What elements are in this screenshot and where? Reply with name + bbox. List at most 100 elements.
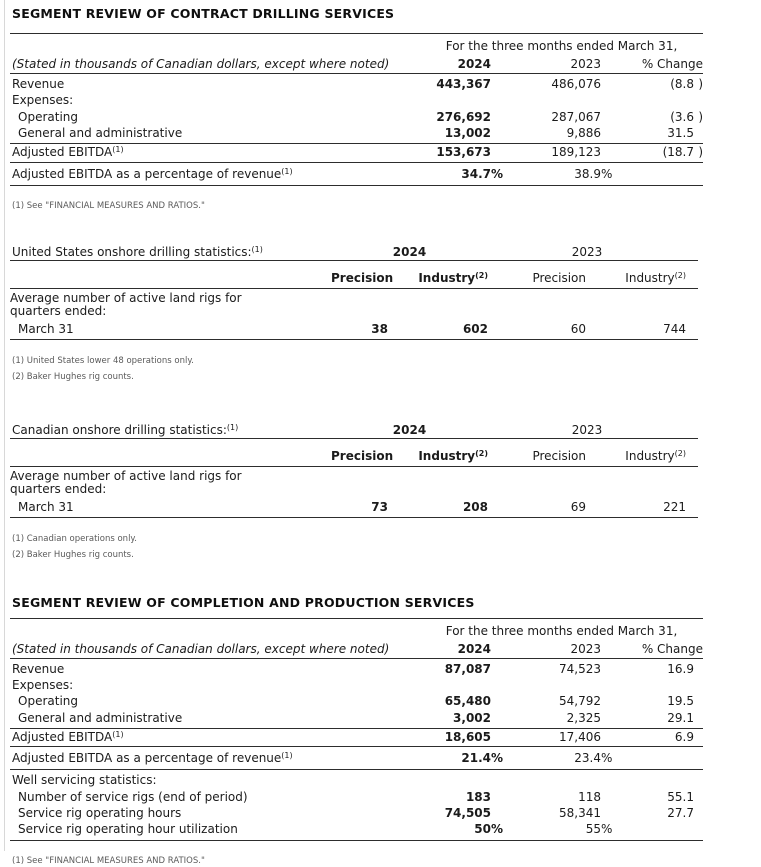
footnote: (1) Canadian operations only. bbox=[12, 533, 137, 544]
period-header-row: For the three months ended March 31, bbox=[10, 34, 703, 54]
col-header-industry-2024: Industry(2) bbox=[418, 448, 488, 463]
value-2023: 58,341 bbox=[559, 805, 601, 820]
period-header: For the three months ended March 31, bbox=[445, 623, 678, 638]
col-header-precision-2023: Precision bbox=[532, 270, 586, 285]
row-label: Revenue bbox=[12, 661, 65, 676]
table-rule bbox=[10, 338, 698, 340]
report-content: SEGMENT REVIEW OF CONTRACT DRILLING SERV… bbox=[10, 6, 754, 867]
col-header-change: % Change bbox=[641, 57, 703, 71]
table-row-hour-utilization: Service rig operating hour utilization 5… bbox=[10, 821, 703, 837]
table-rule bbox=[10, 516, 698, 518]
value-2023: 287,067 bbox=[551, 109, 601, 124]
footnote-marker: (1) bbox=[281, 166, 293, 176]
value-pct-change: (3.6) bbox=[670, 109, 703, 124]
table-row-revenue: Revenue 443,367 486,076 (8.8) bbox=[10, 76, 703, 92]
value-2024: 18,605 bbox=[444, 729, 491, 744]
column-header-row: (Stated in thousands of Canadian dollars… bbox=[10, 639, 703, 658]
value-2024: 87,087 bbox=[444, 661, 491, 676]
col-header-industry-2024: Industry(2) bbox=[418, 270, 488, 285]
footnote-marker: (2) bbox=[475, 448, 488, 458]
value-2023: 118 bbox=[578, 789, 601, 804]
col-header-industry-2023: Industry(2) bbox=[625, 448, 686, 463]
row-label: Adjusted EBITDA(1) bbox=[12, 145, 124, 160]
value-industry-2023: 221 bbox=[663, 499, 686, 514]
page-left-border bbox=[4, 0, 5, 851]
table-rule bbox=[10, 657, 703, 659]
table-rule bbox=[10, 73, 703, 74]
value-pct-change: 6.9 bbox=[674, 729, 694, 744]
footnote-marker: (2) bbox=[475, 270, 488, 280]
stats-row-caption: Average number of active land rigs for q… bbox=[10, 289, 698, 319]
col-header-2024: 2024 bbox=[457, 641, 491, 656]
table-rule bbox=[10, 143, 703, 145]
contract-drilling-section: SEGMENT REVIEW OF CONTRACT DRILLING SERV… bbox=[10, 6, 754, 212]
row-label: Expenses: bbox=[12, 93, 74, 108]
value-2023: 23.4% bbox=[574, 751, 613, 766]
table-rule bbox=[10, 259, 698, 261]
completion-production-section: SEGMENT REVIEW OF COMPLETION AND PRODUCT… bbox=[10, 594, 754, 867]
table-body: Revenue 87,087 74,523 16.9 Expenses: Ope… bbox=[10, 659, 703, 728]
value-2024: 65,480 bbox=[444, 694, 491, 709]
row-label: Operating bbox=[18, 694, 78, 709]
table-rule bbox=[10, 161, 703, 163]
col-header-2023: 2023 bbox=[570, 57, 601, 71]
table-row-expenses-header: Expenses: bbox=[10, 92, 703, 108]
value-2023: 54,792 bbox=[559, 694, 601, 709]
stats-data-row: March 31 73 208 69 221 bbox=[10, 497, 698, 517]
value-2024: 443,367 bbox=[436, 77, 491, 91]
caption-line-1: Average number of active land rigs for bbox=[10, 468, 242, 483]
value-2024: 3,002 bbox=[453, 710, 491, 725]
value-precision-2024: 73 bbox=[371, 499, 388, 514]
row-label: Expenses: bbox=[12, 677, 74, 692]
footnote-marker: (1) bbox=[281, 751, 293, 761]
value-2023: 2,325 bbox=[566, 710, 601, 725]
stats-data-row: March 31 38 602 60 744 bbox=[10, 319, 698, 339]
table-rule bbox=[10, 617, 703, 619]
table-rule bbox=[10, 437, 698, 439]
table-rule bbox=[10, 33, 703, 34]
value-precision-2023: 69 bbox=[570, 499, 586, 514]
row-label: General and administrative bbox=[18, 710, 183, 725]
footnote: (2) Baker Hughes rig counts. bbox=[12, 371, 134, 382]
footnote-marker: (1) bbox=[112, 145, 124, 155]
value-2023: 189,123 bbox=[551, 145, 601, 160]
table-rule bbox=[10, 746, 703, 748]
value-pct-change: 31.5 bbox=[667, 125, 694, 140]
caption-line-2: quarters ended: bbox=[10, 482, 107, 497]
row-label: Number of service rigs (end of period) bbox=[18, 789, 248, 804]
table-row-operating: Operating 276,692 287,067 (3.6) bbox=[10, 109, 703, 125]
row-label: General and administrative bbox=[18, 125, 183, 140]
group-header-2024: 2024 bbox=[392, 244, 427, 259]
group-header-2023: 2023 bbox=[571, 244, 603, 259]
table-row-operating: Operating 65,480 54,792 19.5 bbox=[10, 693, 703, 709]
us-drilling-stats-table: United States onshore drilling statistic… bbox=[10, 244, 698, 340]
value-2023: 9,886 bbox=[566, 125, 601, 140]
col-header-change: % Change bbox=[641, 641, 703, 656]
table-row-well-servicing-header: Well servicing statistics: bbox=[10, 772, 703, 788]
table-row-general-admin: General and administrative 13,002 9,886 … bbox=[10, 125, 703, 141]
table-rule bbox=[10, 287, 698, 289]
table-row-adjusted-ebitda: Adjusted EBITDA(1) 153,673 189,123 (18.7… bbox=[10, 144, 703, 162]
stats-title: Canadian onshore drilling statistics:(1) bbox=[12, 422, 239, 437]
value-precision-2024: 38 bbox=[371, 321, 388, 336]
footnote-marker: (1) bbox=[251, 244, 263, 254]
value-pct-change: 55.1 bbox=[667, 789, 694, 804]
row-label: March 31 bbox=[18, 499, 74, 514]
row-label: Well servicing statistics: bbox=[12, 773, 157, 788]
stub-note: (Stated in thousands of Canadian dollars… bbox=[12, 57, 390, 71]
value-pct-change: 19.5 bbox=[667, 694, 694, 709]
stats-column-header-row: Precision Industry(2) Precision Industry… bbox=[10, 261, 698, 288]
stats-column-header-row: Precision Industry(2) Precision Industry… bbox=[10, 439, 698, 466]
value-2023: 486,076 bbox=[551, 77, 601, 91]
period-header-row: For the three months ended March 31, bbox=[10, 619, 703, 639]
table-row-service-rigs: Number of service rigs (end of period) 1… bbox=[10, 789, 703, 805]
table-rule bbox=[10, 465, 698, 467]
period-header: For the three months ended March 31, bbox=[445, 39, 678, 53]
value-industry-2024: 602 bbox=[462, 321, 488, 336]
value-2023: 74,523 bbox=[559, 661, 601, 676]
value-precision-2023: 60 bbox=[570, 321, 586, 336]
row-label: Service rig operating hour utilization bbox=[18, 822, 238, 837]
table-row-operating-hours: Service rig operating hours 74,505 58,34… bbox=[10, 805, 703, 821]
section-title: SEGMENT REVIEW OF COMPLETION AND PRODUCT… bbox=[12, 594, 475, 610]
col-header-precision-2024: Precision bbox=[331, 270, 394, 285]
